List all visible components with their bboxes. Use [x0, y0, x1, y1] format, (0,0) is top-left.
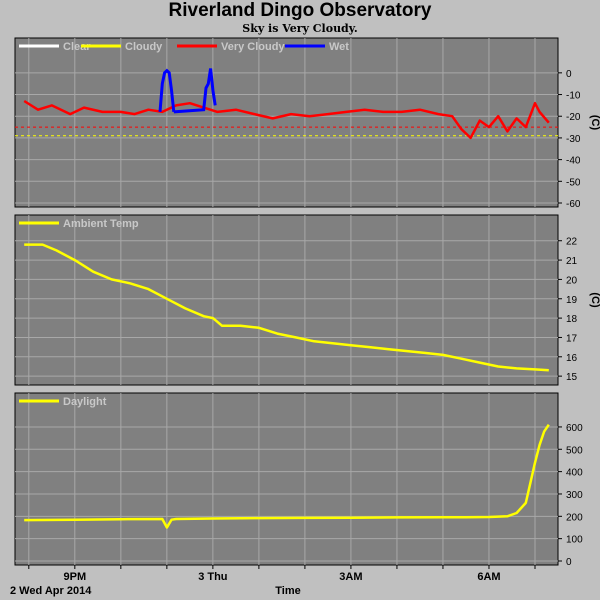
panel-daylight: 600 500 400 300 200 100 0 Daylight — [14, 392, 583, 568]
y-axis-unit: (C) — [589, 292, 600, 308]
y-tick-label: 17 — [566, 333, 578, 344]
chart-subtitle: Sky is Very Cloudy. — [242, 22, 358, 35]
y-tick-label: 18 — [566, 314, 578, 325]
y-tick-label: 100 — [566, 535, 583, 546]
y-tick-label: 0 — [566, 69, 572, 80]
y-tick-label: 22 — [566, 237, 578, 248]
legend-label: Clear — [63, 41, 91, 53]
series-line-wet — [173, 68, 217, 114]
series-line-ambient — [24, 243, 549, 372]
series-line-sky — [23, 99, 550, 140]
x-tick-label: 3AM — [339, 571, 362, 583]
y-tick-label: -30 — [566, 134, 581, 145]
plot-area-sky — [14, 37, 559, 208]
x-tick-label: 6AM — [477, 571, 500, 583]
legend-label: Cloudy — [125, 41, 163, 53]
x-axis-label: Time — [275, 585, 300, 597]
y-tick-label: 19 — [566, 295, 578, 306]
legend-label: Ambient Temp — [63, 218, 139, 230]
y-tick-label: 16 — [566, 353, 578, 364]
panel-ambient: 22 21 20 19 18 17 16 15 (C) Ambient Temp — [14, 214, 600, 386]
y-tick-label: 21 — [566, 256, 578, 267]
y-tick-label: -20 — [566, 112, 581, 123]
legend-label: Daylight — [63, 396, 107, 408]
series-line-wet — [158, 68, 176, 113]
plot-area-daylight — [14, 392, 559, 566]
y-tick-label: 500 — [566, 445, 583, 456]
y-tick-label: 300 — [566, 490, 583, 501]
y-tick-label: -40 — [566, 156, 581, 167]
y-tick-label: 600 — [566, 423, 583, 434]
y-axis-unit: (C) — [589, 115, 600, 131]
panel-sky: 0 -10 -20 -30 -40 -50 -60 (C) Clear Cloudy Very Cl… — [14, 37, 600, 210]
y-tick-label: 400 — [566, 468, 583, 479]
y-tick-label: -60 — [566, 199, 581, 210]
y-tick-label: -10 — [566, 91, 581, 102]
y-tick-label: 200 — [566, 512, 583, 523]
y-tick-label: 20 — [566, 275, 578, 286]
x-tick-label: 9PM — [64, 571, 87, 583]
legend-label: Wet — [329, 41, 349, 53]
x-date-label: 2 Wed Apr 2014 — [10, 585, 92, 597]
y-tick-label: 0 — [566, 557, 572, 568]
y-tick-label: 15 — [566, 372, 578, 383]
chart-title: Riverland Dingo Observatory — [168, 0, 432, 21]
series-line-daylight — [24, 423, 550, 529]
y-tick-label: -50 — [566, 177, 581, 188]
x-tick-label: 3 Thu — [198, 571, 227, 583]
legend-label: Very Cloudy — [221, 41, 285, 53]
